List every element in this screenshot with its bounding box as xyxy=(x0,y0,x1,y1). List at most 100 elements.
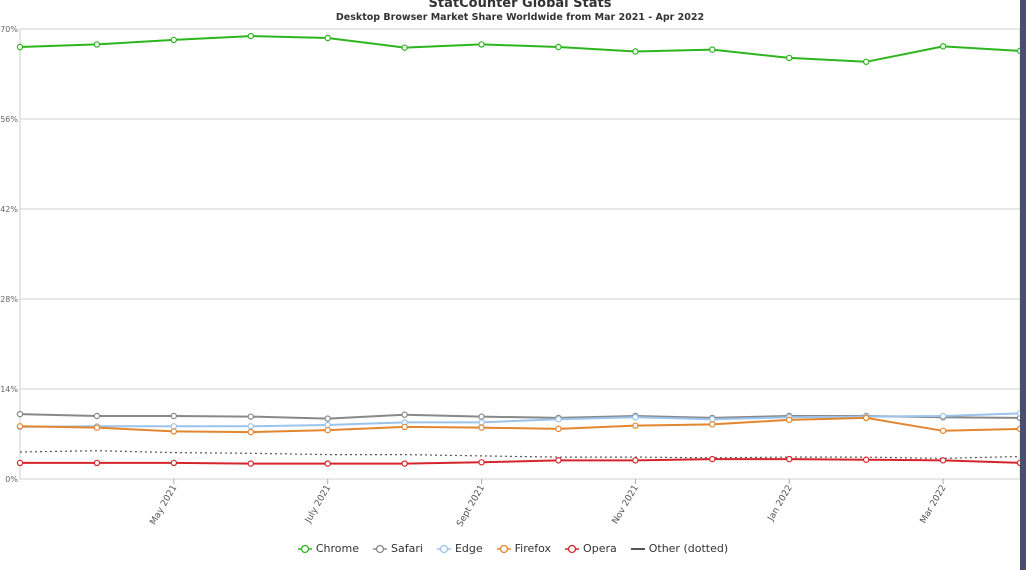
data-point-firefox xyxy=(786,416,793,424)
data-point-safari xyxy=(93,412,101,420)
data-point-firefox xyxy=(478,424,485,431)
y-tick-label: 0% xyxy=(5,475,18,484)
axis-layer: 0% 14% 28% 42% 56% 70% May 2021 July 2021 Sept 2… xyxy=(0,25,948,529)
legend-symbol-marker xyxy=(439,544,449,553)
data-point-chrome xyxy=(16,43,24,51)
series-opera xyxy=(16,455,1024,467)
data-point-firefox xyxy=(247,428,254,436)
legend-item-safari[interactable]: Safari xyxy=(373,542,423,555)
y-tick-label: 56% xyxy=(0,115,18,124)
y-tick-label: 28% xyxy=(0,295,18,304)
x-tick-label: Jan 2022 xyxy=(766,484,795,524)
legend-item-edge[interactable]: Edge xyxy=(436,542,483,555)
data-point-firefox xyxy=(632,422,639,429)
data-point-edge xyxy=(939,412,947,420)
legend-item-opera[interactable]: Opera xyxy=(565,542,617,555)
legend-item-other-dotted[interactable]: Other (dotted) xyxy=(630,542,729,555)
legend-label: Opera xyxy=(583,542,617,555)
series-chrome xyxy=(16,32,1024,65)
grid-layer xyxy=(19,28,1021,480)
data-point-firefox xyxy=(709,421,716,428)
data-point-chrome xyxy=(939,43,947,50)
legend-symbol xyxy=(436,544,451,553)
legend-item-chrome[interactable]: Chrome xyxy=(297,542,360,555)
x-tick-label: Mar 2022 xyxy=(919,484,949,526)
data-point-chrome xyxy=(555,43,562,51)
legend-label: Safari xyxy=(391,542,423,555)
data-point-opera xyxy=(478,459,485,466)
chart-subtitle: Desktop Browser Market Share Worldwide f… xyxy=(335,12,705,23)
data-point-opera xyxy=(555,457,562,464)
data-point-opera xyxy=(786,455,793,463)
data-point-firefox xyxy=(93,424,101,431)
data-point-firefox xyxy=(324,426,331,434)
y-tick-label: 14% xyxy=(0,385,18,394)
data-point-chrome xyxy=(93,41,101,48)
data-point-opera xyxy=(93,459,101,467)
chart-legend: Chrome Safari Edge Firefox Opera Other (dotte… xyxy=(0,542,1026,555)
data-point-edge xyxy=(709,416,716,423)
data-point-opera xyxy=(324,460,331,467)
data-point-firefox xyxy=(170,428,178,435)
y-tick-label: 42% xyxy=(0,205,18,214)
data-point-firefox xyxy=(401,423,408,431)
data-point-safari xyxy=(478,413,485,420)
window-edge xyxy=(1020,0,1026,570)
data-point-firefox xyxy=(862,414,870,422)
legend-symbol xyxy=(297,544,312,553)
series-other-dotted xyxy=(19,450,1021,459)
series-line-edge xyxy=(19,412,1021,428)
y-tick-label: 70% xyxy=(0,25,18,34)
data-point-chrome xyxy=(401,44,408,51)
legend-symbol xyxy=(496,544,511,553)
legend-symbol xyxy=(630,547,645,550)
legend-label: Other (dotted) xyxy=(648,542,729,555)
data-point-edge xyxy=(324,421,331,429)
data-point-safari xyxy=(324,415,331,422)
data-point-firefox xyxy=(16,423,24,430)
data-point-chrome xyxy=(862,58,870,65)
legend-item-firefox[interactable]: Firefox xyxy=(496,542,552,555)
x-tick-label: May 2021 xyxy=(149,484,180,527)
series-line-other-dotted xyxy=(19,450,1021,459)
series-line-chrome xyxy=(19,35,1021,63)
data-point-safari xyxy=(247,413,254,420)
series-edge xyxy=(16,410,1024,431)
series-line-firefox xyxy=(19,416,1021,434)
legend-symbol-marker xyxy=(300,544,310,553)
data-point-firefox xyxy=(555,425,562,433)
data-point-opera xyxy=(862,456,870,463)
legend-symbol-marker xyxy=(499,544,508,553)
data-point-opera xyxy=(939,457,947,464)
x-tick-label: Sept 2021 xyxy=(455,484,487,529)
legend-symbol-marker xyxy=(375,544,385,553)
data-point-opera xyxy=(401,460,408,467)
legend-symbol xyxy=(373,544,388,553)
data-point-edge xyxy=(555,416,562,423)
data-point-opera xyxy=(247,460,254,467)
data-point-opera xyxy=(709,455,716,463)
data-point-edge xyxy=(632,414,639,421)
data-point-edge xyxy=(247,423,254,430)
legend-label: Edge xyxy=(454,542,483,555)
legend-symbol-marker xyxy=(567,544,577,553)
data-point-chrome xyxy=(709,46,716,53)
data-point-opera xyxy=(16,459,24,467)
series-line-opera xyxy=(20,458,1021,465)
data-point-chrome xyxy=(478,41,485,48)
data-point-safari xyxy=(401,411,408,418)
data-point-opera xyxy=(632,457,639,464)
data-point-chrome xyxy=(324,34,331,42)
data-point-opera xyxy=(170,459,178,467)
data-point-safari xyxy=(16,410,24,418)
data-point-chrome xyxy=(632,48,639,55)
legend-symbol xyxy=(565,544,580,553)
legend-label: Firefox xyxy=(514,542,552,555)
data-point-chrome xyxy=(170,36,178,44)
data-point-safari xyxy=(170,412,178,420)
legend-label: Chrome xyxy=(315,542,360,555)
data-point-firefox xyxy=(939,427,947,434)
series-layer xyxy=(16,32,1024,467)
plot-frame xyxy=(19,28,1021,480)
